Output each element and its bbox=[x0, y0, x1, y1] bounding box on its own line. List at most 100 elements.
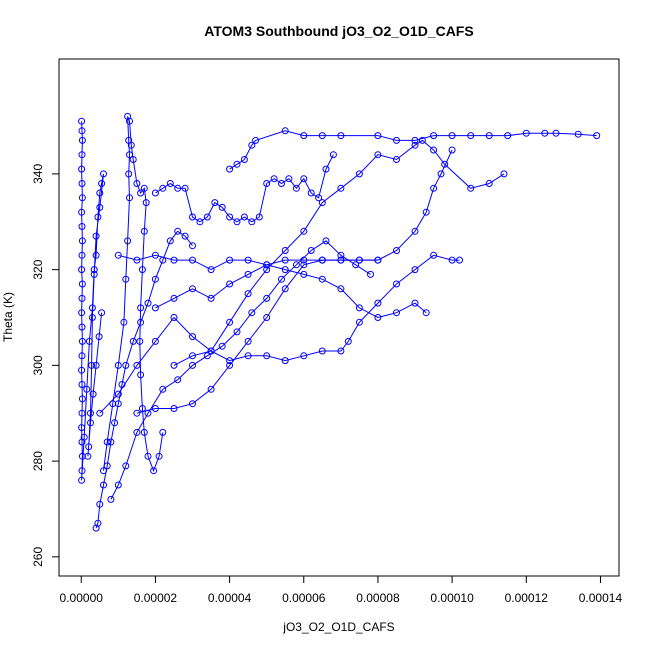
data-point bbox=[78, 180, 86, 187]
data-series bbox=[151, 261, 430, 321]
data-point bbox=[159, 256, 167, 264]
data-point bbox=[78, 352, 86, 360]
data-point bbox=[374, 299, 382, 307]
data-point bbox=[189, 285, 196, 293]
data-point bbox=[124, 237, 132, 245]
data-point bbox=[181, 184, 189, 192]
data-point bbox=[78, 266, 86, 274]
data-point bbox=[504, 132, 512, 140]
data-point bbox=[430, 251, 438, 259]
data-point bbox=[114, 361, 122, 369]
data-point bbox=[78, 323, 86, 331]
data-point bbox=[107, 438, 115, 446]
data-series bbox=[100, 112, 167, 475]
data-point bbox=[189, 352, 196, 360]
data-point bbox=[96, 409, 104, 417]
data-point bbox=[89, 390, 97, 398]
data-point bbox=[593, 132, 601, 140]
data-point bbox=[285, 175, 293, 183]
data-point bbox=[263, 180, 271, 187]
data-point bbox=[355, 304, 363, 312]
data-point bbox=[88, 314, 96, 321]
data-point bbox=[144, 299, 152, 307]
data-point bbox=[207, 294, 215, 302]
data-point bbox=[144, 452, 152, 460]
data-point bbox=[126, 151, 133, 159]
data-point bbox=[315, 194, 323, 202]
data-point bbox=[281, 285, 289, 293]
data-point bbox=[300, 270, 308, 278]
data-point bbox=[218, 203, 226, 211]
data-point bbox=[159, 385, 167, 393]
data-point bbox=[92, 361, 100, 369]
data-point bbox=[166, 180, 174, 187]
data-point bbox=[189, 333, 196, 341]
data-point bbox=[129, 156, 137, 163]
data-point bbox=[181, 232, 189, 240]
data-point bbox=[78, 476, 86, 484]
data-point bbox=[337, 256, 345, 264]
data-point bbox=[137, 304, 145, 312]
data-point bbox=[125, 170, 133, 178]
data-point bbox=[96, 189, 104, 197]
data-point bbox=[170, 294, 178, 302]
data-point bbox=[133, 361, 141, 369]
y-tick-label: 300 bbox=[31, 355, 45, 375]
x-tick-label: 0.00008 bbox=[356, 591, 400, 605]
data-point bbox=[226, 357, 234, 365]
data-point bbox=[207, 266, 215, 274]
data-point bbox=[374, 314, 382, 321]
series-line bbox=[136, 149, 453, 414]
data-point bbox=[126, 194, 133, 202]
data-point bbox=[94, 213, 102, 221]
data-point bbox=[456, 256, 463, 264]
data-point bbox=[422, 208, 430, 216]
data-point bbox=[189, 361, 196, 369]
data-point bbox=[122, 361, 130, 369]
series-line bbox=[229, 130, 597, 170]
data-series bbox=[151, 151, 337, 226]
data-point bbox=[374, 256, 382, 264]
data-point bbox=[300, 132, 308, 140]
data-point bbox=[263, 314, 271, 321]
data-point bbox=[218, 342, 226, 350]
data-point bbox=[118, 381, 126, 388]
data-point bbox=[318, 275, 326, 283]
data-point bbox=[136, 337, 144, 345]
data-point bbox=[85, 443, 93, 451]
data-point bbox=[151, 189, 159, 197]
data-point bbox=[393, 136, 400, 144]
data-point bbox=[441, 160, 449, 168]
data-point bbox=[103, 462, 111, 470]
data-point bbox=[240, 213, 248, 221]
data-point bbox=[355, 318, 363, 326]
data-point bbox=[78, 127, 86, 135]
data-point bbox=[322, 237, 330, 245]
data-point bbox=[140, 184, 148, 192]
data-point bbox=[541, 129, 549, 137]
data-point bbox=[203, 213, 211, 221]
data-point bbox=[226, 318, 234, 326]
data-point bbox=[552, 129, 560, 137]
data-point bbox=[393, 247, 400, 254]
data-point bbox=[78, 151, 86, 159]
data-point bbox=[244, 270, 252, 278]
series-line bbox=[103, 116, 164, 473]
data-point bbox=[80, 433, 88, 441]
data-point bbox=[78, 309, 86, 317]
data-point bbox=[367, 270, 374, 278]
data-point bbox=[248, 218, 256, 226]
data-point bbox=[292, 261, 300, 269]
data-point bbox=[92, 524, 100, 532]
data-point bbox=[124, 112, 132, 120]
data-point bbox=[352, 261, 360, 269]
data-point bbox=[300, 352, 308, 360]
data-point bbox=[437, 170, 445, 178]
data-point bbox=[374, 132, 382, 140]
data-point bbox=[318, 132, 326, 140]
data-point bbox=[159, 428, 167, 436]
data-point bbox=[244, 256, 252, 264]
y-tick-label: 260 bbox=[31, 547, 45, 567]
y-axis: 260 280 300 320 340 bbox=[31, 164, 60, 567]
data-point bbox=[226, 213, 234, 221]
